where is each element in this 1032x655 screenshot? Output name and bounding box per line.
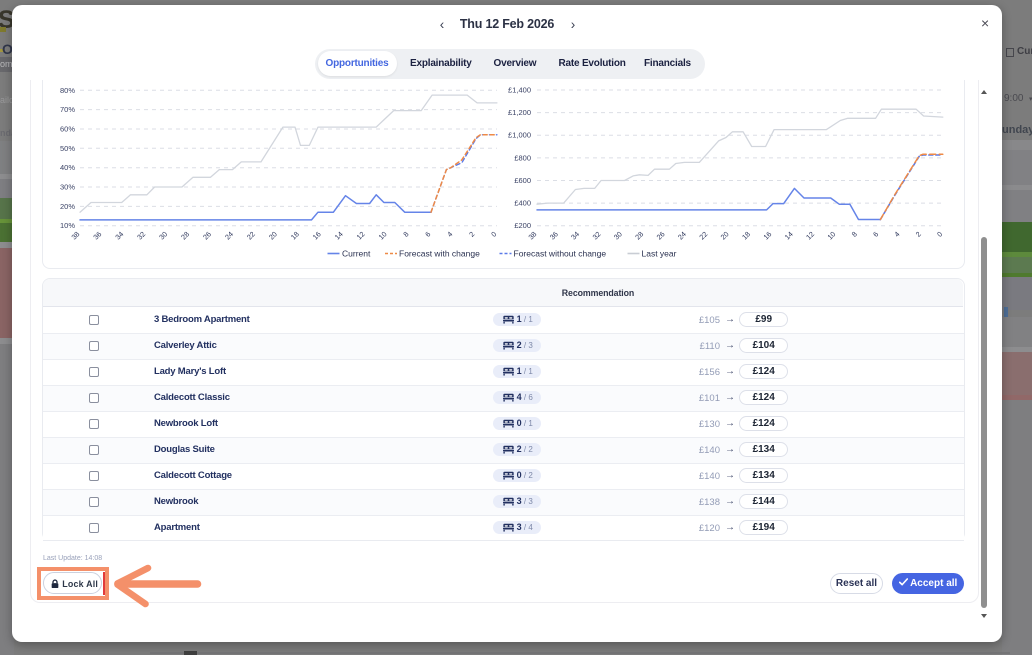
svg-text:8: 8	[850, 230, 859, 239]
svg-text:12: 12	[355, 230, 367, 242]
svg-text:0: 0	[935, 230, 944, 239]
svg-text:26: 26	[655, 230, 667, 242]
svg-text:30: 30	[612, 230, 624, 242]
svg-text:£1,400: £1,400	[508, 86, 531, 95]
svg-text:26: 26	[201, 230, 213, 242]
svg-text:Last year: Last year	[642, 249, 677, 259]
svg-text:34: 34	[113, 230, 125, 242]
svg-text:16: 16	[311, 230, 323, 242]
svg-text:Current: Current	[342, 249, 371, 259]
svg-text:8: 8	[401, 230, 410, 239]
svg-text:4: 4	[445, 230, 454, 239]
svg-text:32: 32	[135, 230, 147, 242]
svg-text:40%: 40%	[60, 163, 75, 172]
svg-text:36: 36	[91, 230, 103, 242]
svg-text:£600: £600	[514, 176, 531, 185]
svg-text:50%: 50%	[60, 144, 75, 153]
svg-text:60%: 60%	[60, 125, 75, 134]
svg-text:32: 32	[590, 230, 602, 242]
svg-text:38: 38	[526, 230, 538, 242]
svg-text:34: 34	[569, 230, 581, 242]
svg-text:10%: 10%	[60, 221, 75, 230]
svg-text:0: 0	[489, 230, 498, 239]
svg-text:6: 6	[871, 230, 880, 239]
svg-text:36: 36	[548, 230, 560, 242]
svg-text:10: 10	[825, 230, 837, 242]
svg-text:2: 2	[914, 230, 923, 239]
svg-text:Forecast without change: Forecast without change	[514, 249, 607, 259]
svg-text:16: 16	[761, 230, 773, 242]
svg-text:18: 18	[289, 230, 301, 242]
svg-text:4: 4	[892, 230, 901, 239]
svg-text:Forecast with change: Forecast with change	[399, 249, 480, 259]
svg-text:24: 24	[223, 230, 235, 242]
svg-text:30: 30	[157, 230, 169, 242]
svg-text:£200: £200	[514, 221, 531, 230]
svg-text:18: 18	[740, 230, 752, 242]
svg-text:£1,000: £1,000	[508, 131, 531, 140]
svg-text:6: 6	[423, 230, 432, 239]
svg-text:30%: 30%	[60, 183, 75, 192]
svg-text:28: 28	[179, 230, 191, 242]
svg-text:20: 20	[267, 230, 279, 242]
svg-text:14: 14	[333, 230, 345, 242]
svg-text:38: 38	[69, 230, 81, 242]
svg-text:70%: 70%	[60, 105, 75, 114]
svg-text:20%: 20%	[60, 202, 75, 211]
svg-text:£1,200: £1,200	[508, 108, 531, 117]
svg-text:12: 12	[804, 230, 816, 242]
svg-text:80%: 80%	[60, 86, 75, 95]
svg-text:28: 28	[633, 230, 645, 242]
svg-text:24: 24	[676, 230, 688, 242]
svg-text:22: 22	[697, 230, 709, 242]
svg-text:10: 10	[377, 230, 389, 242]
svg-text:£800: £800	[514, 153, 531, 162]
svg-text:20: 20	[719, 230, 731, 242]
svg-text:22: 22	[245, 230, 257, 242]
svg-text:14: 14	[783, 230, 795, 242]
svg-text:£400: £400	[514, 199, 531, 208]
svg-text:2: 2	[467, 230, 476, 239]
